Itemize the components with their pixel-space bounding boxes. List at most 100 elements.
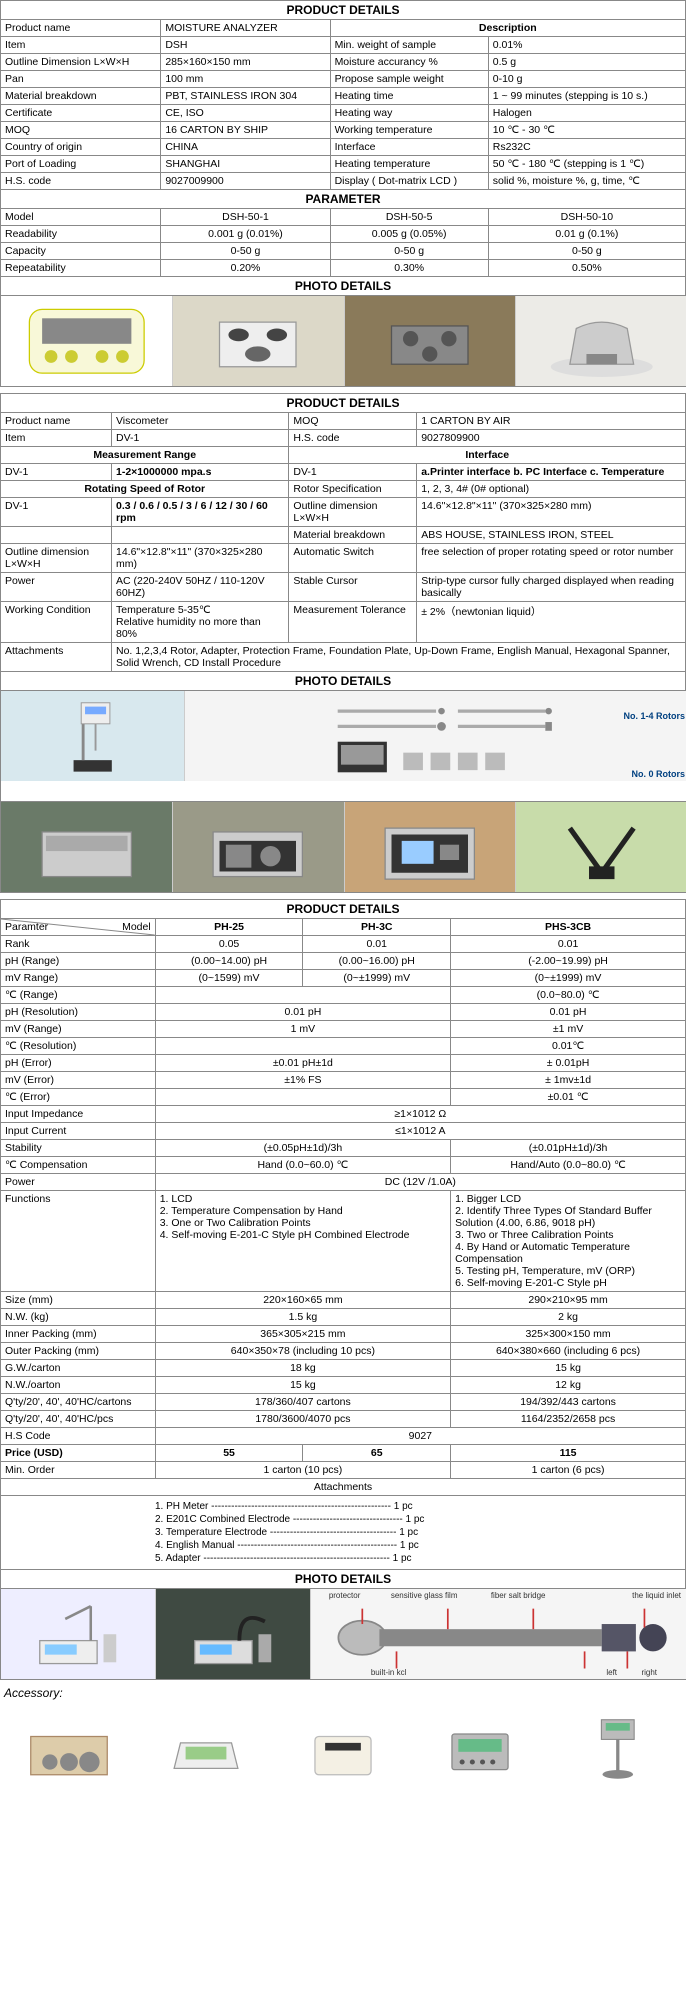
table-cell: Display ( Dot-matrix LCD ) xyxy=(330,173,488,190)
table-cell: Outline Dimension L×W×H xyxy=(1,54,161,71)
table-cell: Q'ty/20', 40', 40'HC/pcs xyxy=(1,1411,156,1428)
table-cell: 9027009900 xyxy=(161,173,330,190)
table-cell: pH (Resolution) xyxy=(1,1004,156,1021)
table-cell: (0.00~16.00) pH xyxy=(303,953,451,970)
table-cell: Inner Packing (mm) xyxy=(1,1326,156,1343)
table-cell: solid %, moisture %, g, time, ℃ xyxy=(488,173,685,190)
product-details-table-3: PRODUCT DETAILS ParamterModel PH-25 PH-3… xyxy=(0,899,686,1589)
param-h0: Model xyxy=(1,209,161,226)
table-cell: Heating time xyxy=(330,88,488,105)
table-cell: Temperature 5-35℃ Relative humidity no m… xyxy=(111,602,288,643)
table-cell: (0~±1999) mV xyxy=(303,970,451,987)
table-cell: G.W./carton xyxy=(1,1360,156,1377)
table-cell: H.S. code xyxy=(1,173,161,190)
table-cell: 15 kg xyxy=(155,1377,450,1394)
product-details-table-2: PRODUCT DETAILS Product nameViscometerMO… xyxy=(0,393,686,691)
table-cell: 10 ℃ - 30 ℃ xyxy=(488,122,685,139)
meas-head: Measurement Range xyxy=(1,447,289,464)
photo-case-2 xyxy=(173,802,345,892)
table-cell: 0.01% xyxy=(488,37,685,54)
param-title: PARAMETER xyxy=(1,190,686,209)
table-cell: Propose sample weight xyxy=(330,71,488,88)
s2r3-3: 1, 2, 3, 4# (0# optional) xyxy=(417,481,686,498)
table-cell: ℃ Compensation xyxy=(1,1157,156,1174)
table-cell: Rank xyxy=(1,936,156,953)
attachment-line: 4. English Manual ----------------------… xyxy=(5,1539,681,1552)
lbl-salt: fiber salt bridge xyxy=(491,1591,546,1600)
table-cell: ±0.01 pH±1d xyxy=(155,1055,450,1072)
s2r2-0: DV-1 xyxy=(1,464,112,481)
table-cell: Country of origin xyxy=(1,139,161,156)
lbl-glass: sensitive glass film xyxy=(391,1591,458,1600)
func-b: 1. Bigger LCD 2. Identify Three Types Of… xyxy=(451,1191,686,1292)
table-cell: ± 1mv±1d xyxy=(451,1072,686,1089)
table-cell: Q'ty/20', 40', 40'HC/cartons xyxy=(1,1394,156,1411)
s3-h2: PH-25 xyxy=(155,919,303,936)
table-cell: Input Impedance xyxy=(1,1106,156,1123)
table-cell: 1 CARTON BY AIR xyxy=(417,413,686,430)
minorder-label: Min. Order xyxy=(1,1462,156,1479)
func-a: 1. LCD 2. Temperature Compensation by Ha… xyxy=(155,1191,450,1292)
table-cell: Capacity xyxy=(1,243,161,260)
attachment-line: 1. PH Meter ----------------------------… xyxy=(5,1500,681,1513)
table-cell: 0.50% xyxy=(488,260,685,277)
table-cell: DV-1 xyxy=(111,430,288,447)
table-cell: 0-50 g xyxy=(161,243,330,260)
lbl-left: left xyxy=(606,1668,617,1677)
table-cell: Material breakdown xyxy=(289,527,417,544)
photo-strip-2b xyxy=(0,802,686,893)
table-cell: ±1% FS xyxy=(155,1072,450,1089)
photo-analyzer-display xyxy=(1,296,173,386)
table-cell: 0.01 g (0.1%) xyxy=(488,226,685,243)
table-cell: 0.05 xyxy=(155,936,303,953)
table-cell: ℃ (Error) xyxy=(1,1089,156,1106)
accessory-title: Accessory: xyxy=(4,1686,686,1700)
table-cell: ℃ (Range) xyxy=(1,987,156,1004)
table-cell: Outer Packing (mm) xyxy=(1,1343,156,1360)
table-cell: 15 kg xyxy=(451,1360,686,1377)
table-cell: 0.30% xyxy=(330,260,488,277)
table-cell: 0.01 pH xyxy=(155,1004,450,1021)
accessory-weights xyxy=(0,1704,137,1794)
photo-heating-unit xyxy=(173,296,345,386)
s3-h4: PHS-3CB xyxy=(451,919,686,936)
table-cell: Working Condition xyxy=(1,602,112,643)
s3-h3: PH-3C xyxy=(303,919,451,936)
table-cell: 0.20% xyxy=(161,260,330,277)
table-cell: Min. weight of sample xyxy=(330,37,488,54)
table-cell: Size (mm) xyxy=(1,1292,156,1309)
table-cell: 194/392/443 cartons xyxy=(451,1394,686,1411)
table-cell: 0.5 g xyxy=(488,54,685,71)
table-cell: 9027809900 xyxy=(417,430,686,447)
photo-sample-tray xyxy=(345,296,517,386)
s2r4-2: Outline dimension L×W×H xyxy=(289,498,417,527)
table-cell: 0-10 g xyxy=(488,71,685,88)
table-cell: (0~±1999) mV xyxy=(451,970,686,987)
attachments-cell: 1. PH Meter ----------------------------… xyxy=(1,1496,686,1570)
s2r2-3: a.Printer interface b. PC Interface c. T… xyxy=(417,464,686,481)
s2r2-2: DV-1 xyxy=(289,464,417,481)
table-cell: 100 mm xyxy=(161,71,330,88)
table-cell: Stability xyxy=(1,1140,156,1157)
table-cell: 16 CARTON BY SHIP xyxy=(161,122,330,139)
photo-viscometer xyxy=(1,691,185,781)
table-cell: 325×300×150 mm xyxy=(451,1326,686,1343)
table-cell: free selection of proper rotating speed … xyxy=(417,544,686,573)
param-h2: DSH-50-5 xyxy=(330,209,488,226)
section3-title: PRODUCT DETAILS xyxy=(1,900,686,919)
attach-val: No. 1,2,3,4 Rotor, Adapter, Protection F… xyxy=(111,643,685,672)
table-cell: N.W. (kg) xyxy=(1,1309,156,1326)
table-cell: 9027 xyxy=(155,1428,685,1445)
lbl-right: right xyxy=(641,1668,657,1677)
table-cell: ABS HOUSE, STAINLESS IRON, STEEL xyxy=(417,527,686,544)
attach-label: Attachments xyxy=(1,643,112,672)
table-cell: ≤1×1012 A xyxy=(155,1123,685,1140)
table-cell: 0.001 g (0.01%) xyxy=(161,226,330,243)
table-cell: 0-50 g xyxy=(488,243,685,260)
photo-strip-3: protector sensitive glass film fiber sal… xyxy=(0,1589,686,1680)
table-cell: 0.01 pH xyxy=(451,1004,686,1021)
table-cell xyxy=(111,527,288,544)
table-cell: 2 kg xyxy=(451,1309,686,1326)
table-cell: DC (12V /1.0A) xyxy=(155,1174,685,1191)
table-cell: 640×380×660 (including 6 pcs) xyxy=(451,1343,686,1360)
